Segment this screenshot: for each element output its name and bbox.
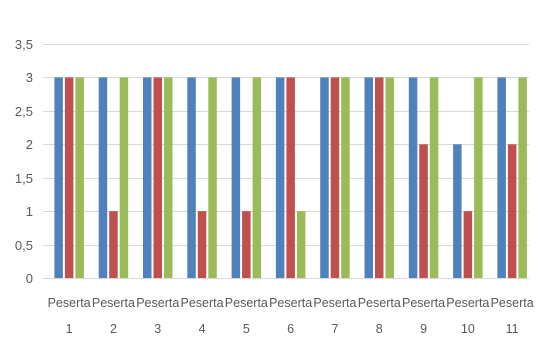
x-tick-label-line2: 8	[376, 322, 383, 336]
bar-series-2-peserta-9	[419, 144, 428, 278]
x-tick-label-line2: 5	[243, 322, 250, 336]
bar-series-1-peserta-4	[187, 77, 196, 279]
y-tick-label: 2,5	[15, 104, 33, 119]
bar-series-1-peserta-2	[98, 77, 108, 279]
x-tick-label-line1: Peserta	[402, 296, 445, 310]
x-tick-label-line1: Peserta	[225, 296, 268, 310]
bar-series-1-peserta-1	[54, 77, 63, 279]
bar-series-1-peserta-9	[408, 77, 418, 279]
bar-series-1-peserta-11	[497, 77, 506, 279]
x-tick-label-line1: Peserta	[269, 296, 312, 310]
bar-series-2-peserta-7	[330, 77, 340, 279]
x-tick-label-line2: 11	[506, 322, 519, 336]
x-tick-label-line1: Peserta	[491, 296, 534, 310]
bar-series-3-peserta-7	[341, 77, 350, 279]
x-tick-label-line2: 6	[287, 322, 294, 336]
x-tick-label-line2: 3	[154, 322, 161, 336]
bar-series-3-peserta-10	[474, 77, 483, 279]
bar-series-3-peserta-8	[385, 77, 394, 279]
x-tick-label-line1: Peserta	[48, 296, 91, 310]
bar-series-2-peserta-4	[197, 211, 207, 278]
bars	[54, 77, 527, 279]
bar-series-3-peserta-11	[518, 77, 527, 279]
y-tick-label: 1	[26, 204, 33, 219]
y-tick-label: 3	[26, 70, 33, 85]
bar-series-1-peserta-8	[364, 77, 373, 279]
bar-series-2-peserta-6	[286, 77, 295, 279]
bar-series-1-peserta-7	[320, 77, 329, 279]
x-tick-label-line2: 1	[66, 322, 73, 336]
bar-series-2-peserta-3	[153, 77, 162, 279]
bar-series-2-peserta-8	[375, 77, 384, 279]
x-tick-label-line1: Peserta	[358, 296, 401, 310]
y-tick-label: 1,5	[15, 171, 33, 186]
y-axis-ticks: 0 0,5 1 1,5 2 2,5 3 3,5	[15, 37, 33, 286]
bar-series-3-peserta-5	[252, 77, 262, 279]
y-tick-label: 0	[26, 271, 33, 286]
bar-series-3-peserta-2	[119, 77, 129, 279]
bar-series-2-peserta-11	[507, 144, 517, 278]
bar-series-1-peserta-3	[143, 77, 152, 279]
x-tick-label-line1: Peserta	[313, 296, 356, 310]
bar-series-2-peserta-1	[64, 77, 74, 279]
x-tick-label-line1: Peserta	[181, 296, 224, 310]
x-tick-label-line2: 10	[461, 322, 475, 336]
bar-series-3-peserta-3	[164, 77, 173, 279]
y-tick-label: 3,5	[15, 37, 33, 52]
bar-series-2-peserta-10	[463, 211, 473, 278]
y-tick-label: 0,5	[15, 238, 33, 253]
bar-series-1-peserta-6	[275, 77, 285, 279]
x-tick-label-line2: 2	[110, 322, 117, 336]
x-tick-label-line1: Peserta	[92, 296, 135, 310]
y-tick-label: 2	[26, 137, 33, 152]
bar-series-3-peserta-1	[75, 77, 84, 279]
bar-series-3-peserta-4	[208, 77, 217, 279]
x-tick-label-line2: 7	[331, 322, 338, 336]
bar-series-2-peserta-2	[109, 211, 118, 278]
bar-series-2-peserta-5	[242, 211, 251, 278]
bar-series-1-peserta-5	[231, 77, 241, 279]
x-tick-label-line1: Peserta	[136, 296, 179, 310]
x-tick-label-line2: 9	[420, 322, 427, 336]
x-tick-label-line1: Peserta	[446, 296, 489, 310]
bar-series-3-peserta-9	[429, 77, 439, 279]
x-axis-ticks: Peserta 1 Peserta 2 Peserta 3 Peserta 4 Peserta 5…	[48, 296, 534, 336]
bar-series-1-peserta-10	[453, 144, 462, 278]
x-tick-label-line2: 4	[199, 322, 206, 336]
bar-series-3-peserta-6	[296, 211, 306, 278]
